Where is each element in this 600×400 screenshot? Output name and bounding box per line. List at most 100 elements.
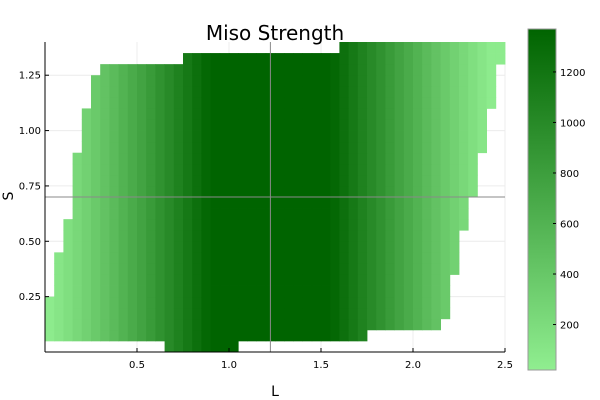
heatmap-cell [118, 119, 129, 131]
heatmap-cell [192, 185, 202, 198]
heatmap-cell [173, 230, 184, 242]
heatmap-cell [385, 174, 395, 187]
heatmap-cell [247, 185, 257, 198]
heatmap-cell [164, 329, 175, 342]
heatmap-cell [81, 174, 92, 187]
heatmap-cell [367, 174, 377, 187]
heatmap-cell [127, 75, 138, 87]
heatmap-cell [275, 185, 285, 198]
heatmap-cell [81, 141, 92, 154]
heatmap-cell [238, 152, 248, 165]
heatmap-cell [81, 329, 92, 342]
heatmap-cell [91, 252, 101, 264]
heatmap-cell [293, 174, 303, 187]
heatmap-cell [394, 219, 405, 231]
heatmap-cell [311, 296, 322, 309]
heatmap-cell [72, 208, 83, 220]
heatmap-cell [403, 307, 414, 320]
heatmap-cell [431, 208, 441, 220]
heatmap-cell [284, 274, 294, 286]
heatmap-cell [256, 163, 267, 176]
heatmap-cell [118, 230, 129, 242]
heatmap-cell [293, 252, 303, 264]
x-tick-label: 2.0 [405, 360, 421, 371]
heatmap-cell [81, 197, 92, 209]
heatmap-cell [247, 296, 257, 309]
heatmap-cell [164, 141, 175, 154]
heatmap-cell [127, 108, 138, 120]
heatmap-cell [302, 141, 313, 154]
heatmap-cell [238, 174, 248, 187]
heatmap-cell [385, 241, 395, 253]
heatmap-cell [256, 296, 267, 309]
heatmap-cell [256, 53, 267, 65]
heatmap-cell [91, 141, 101, 154]
heatmap-cell [468, 42, 478, 54]
heatmap-cell [321, 64, 331, 76]
heatmap-cell [459, 197, 469, 209]
heatmap-cell [330, 318, 340, 331]
heatmap-cell [109, 197, 119, 209]
heatmap-cell [348, 230, 359, 242]
heatmap-cell [367, 252, 377, 264]
heatmap-cell [201, 53, 211, 65]
heatmap-cell [100, 141, 110, 154]
heatmap-cell [109, 274, 119, 286]
heatmap-cell [72, 296, 83, 309]
heatmap-cell [127, 64, 138, 76]
heatmap-cell [118, 185, 129, 198]
heatmap-cell [413, 64, 423, 76]
heatmap-cell [173, 185, 184, 198]
heatmap-cell [302, 208, 313, 220]
heatmap-cell [284, 263, 294, 275]
heatmap-cell [468, 75, 478, 87]
heatmap-cell [210, 307, 221, 320]
heatmap-cell [229, 64, 239, 76]
heatmap-cell [229, 53, 239, 65]
heatmap-cell [321, 197, 331, 209]
heatmap-cell [431, 230, 441, 242]
heatmap-cell [118, 152, 129, 165]
heatmap-cell [210, 141, 221, 154]
heatmap-cell [173, 75, 184, 87]
heatmap-cell [403, 53, 414, 65]
heatmap-cell [201, 307, 211, 320]
heatmap-cell [100, 285, 110, 298]
heatmap-cell [394, 263, 405, 275]
heatmap-cell [339, 197, 349, 209]
heatmap-cell [109, 152, 119, 165]
heatmap-cell [468, 152, 478, 165]
heatmap-cell [118, 130, 129, 143]
heatmap-cell [302, 185, 313, 198]
heatmap-cell [201, 340, 211, 353]
heatmap-cell [109, 185, 119, 198]
heatmap-cell [127, 241, 138, 253]
heatmap-cell [183, 274, 193, 286]
heatmap-cell [275, 108, 285, 120]
heatmap-cell [459, 64, 469, 76]
heatmap-cell [449, 86, 460, 98]
heatmap-cell [72, 219, 83, 231]
heatmap-cell [311, 130, 322, 143]
heatmap-cell [183, 208, 193, 220]
heatmap-cell [357, 152, 368, 165]
heatmap-cell [256, 141, 267, 154]
heatmap-cell [302, 197, 313, 209]
heatmap-cell [238, 307, 248, 320]
y-tick-label: 1.00 [19, 126, 41, 137]
heatmap-cell [357, 174, 368, 187]
heatmap-cell [394, 64, 405, 76]
heatmap-cell [201, 208, 211, 220]
heatmap-cell [219, 296, 230, 309]
heatmap-cell [72, 185, 83, 198]
heatmap-cell [449, 219, 460, 231]
heatmap-cell [164, 119, 175, 131]
heatmap-cell [118, 197, 129, 209]
heatmap-cell [321, 119, 331, 131]
heatmap-cell [385, 64, 395, 76]
heatmap-cell [440, 197, 451, 209]
heatmap-cell [311, 97, 322, 109]
heatmap-cell [477, 64, 487, 76]
heatmap-cell [394, 130, 405, 143]
